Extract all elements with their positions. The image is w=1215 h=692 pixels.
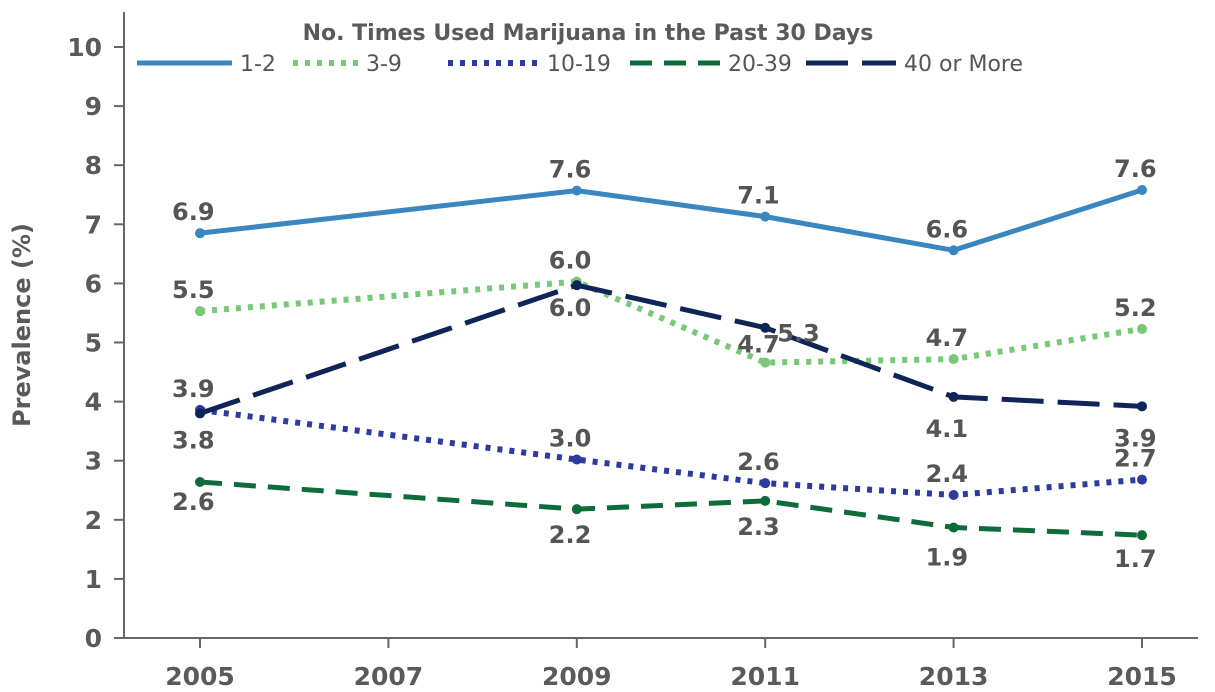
- data-label: 7.6: [1114, 155, 1157, 183]
- y-tick-label: 6: [85, 269, 102, 298]
- legend-label-1-2: 1-2: [240, 52, 276, 77]
- data-label: 6.6: [926, 215, 969, 243]
- data-label: 4.7: [737, 331, 780, 359]
- series-line-3-9: [199, 278, 1143, 366]
- legend-label-3-9: 3-9: [366, 52, 402, 77]
- data-label: 4.1: [926, 415, 969, 443]
- data-point: [948, 522, 959, 533]
- data-label: 6.0: [549, 294, 592, 322]
- legend-label-10-19: 10-19: [547, 52, 611, 77]
- data-point: [571, 280, 582, 291]
- data-point: [195, 408, 205, 419]
- y-tick-label: 7: [85, 210, 102, 239]
- data-label: 3.9: [1114, 424, 1157, 452]
- y-tick-label: 9: [85, 92, 102, 121]
- data-label: 1.7: [1114, 545, 1157, 573]
- x-tick-label: 2009: [542, 662, 612, 691]
- y-axis-title: Prevalence (%): [8, 223, 36, 427]
- data-label: 2.6: [172, 488, 215, 516]
- y-tick-label: 4: [85, 388, 102, 417]
- legend-label-40-or-more: 40 or More: [904, 52, 1023, 77]
- data-point: [1137, 530, 1147, 541]
- data-point: [571, 454, 582, 465]
- legend-label-20-39: 20-39: [728, 52, 792, 77]
- data-point: [948, 391, 959, 402]
- data-point: [1137, 401, 1147, 412]
- data-point: [571, 504, 582, 515]
- data-label: 7.1: [737, 182, 780, 210]
- legend-title: No. Times Used Marijuana in the Past 30 …: [303, 21, 874, 46]
- data-label: 2.7: [1114, 445, 1157, 473]
- x-tick-label: 2013: [919, 662, 989, 691]
- data-point: [760, 478, 771, 489]
- y-tick-label: 8: [85, 151, 102, 180]
- data-point: [1137, 323, 1147, 334]
- data-point: [760, 495, 771, 506]
- data-point: [1137, 185, 1147, 196]
- data-label: 3.9: [172, 375, 215, 403]
- y-tick-label: 10: [67, 33, 102, 62]
- y-tick-label: 3: [85, 447, 102, 476]
- data-point: [948, 354, 959, 365]
- data-point: [760, 357, 771, 368]
- data-point: [195, 228, 205, 239]
- y-tick-label: 2: [85, 506, 102, 535]
- data-label: 2.3: [737, 513, 780, 541]
- series-line-10-19: [199, 406, 1143, 498]
- data-label: 6.0: [549, 247, 592, 275]
- data-label: 3.0: [549, 425, 592, 453]
- data-label: 3.8: [172, 426, 215, 454]
- x-tick-label: 2005: [165, 662, 235, 691]
- data-label: 5.2: [1114, 294, 1157, 322]
- data-point: [195, 476, 205, 487]
- data-point: [1137, 474, 1147, 485]
- series-line-1-2: [199, 187, 1143, 253]
- data-point: [948, 489, 959, 500]
- y-tick-label: 5: [85, 329, 102, 358]
- data-label: 4.7: [926, 324, 969, 352]
- x-tick-label: 2007: [354, 662, 424, 691]
- data-point: [948, 245, 959, 256]
- data-label: 2.2: [549, 521, 592, 549]
- data-label: 5.5: [172, 276, 215, 304]
- data-label: 5.3: [777, 320, 820, 348]
- data-label: 7.6: [549, 156, 592, 184]
- data-label: 1.9: [926, 543, 969, 571]
- data-point: [571, 185, 582, 196]
- series-line-20-39: [199, 479, 1143, 538]
- data-label: 2.6: [737, 448, 780, 476]
- x-tick-label: 2015: [1107, 662, 1177, 691]
- data-point: [760, 211, 771, 222]
- y-tick-label: 0: [85, 624, 102, 653]
- x-tick-label: 2011: [730, 662, 800, 691]
- data-label: 2.4: [926, 460, 969, 488]
- data-point: [760, 322, 771, 333]
- data-point: [195, 306, 205, 317]
- data-label: 6.9: [172, 198, 215, 226]
- y-tick-label: 1: [85, 565, 102, 594]
